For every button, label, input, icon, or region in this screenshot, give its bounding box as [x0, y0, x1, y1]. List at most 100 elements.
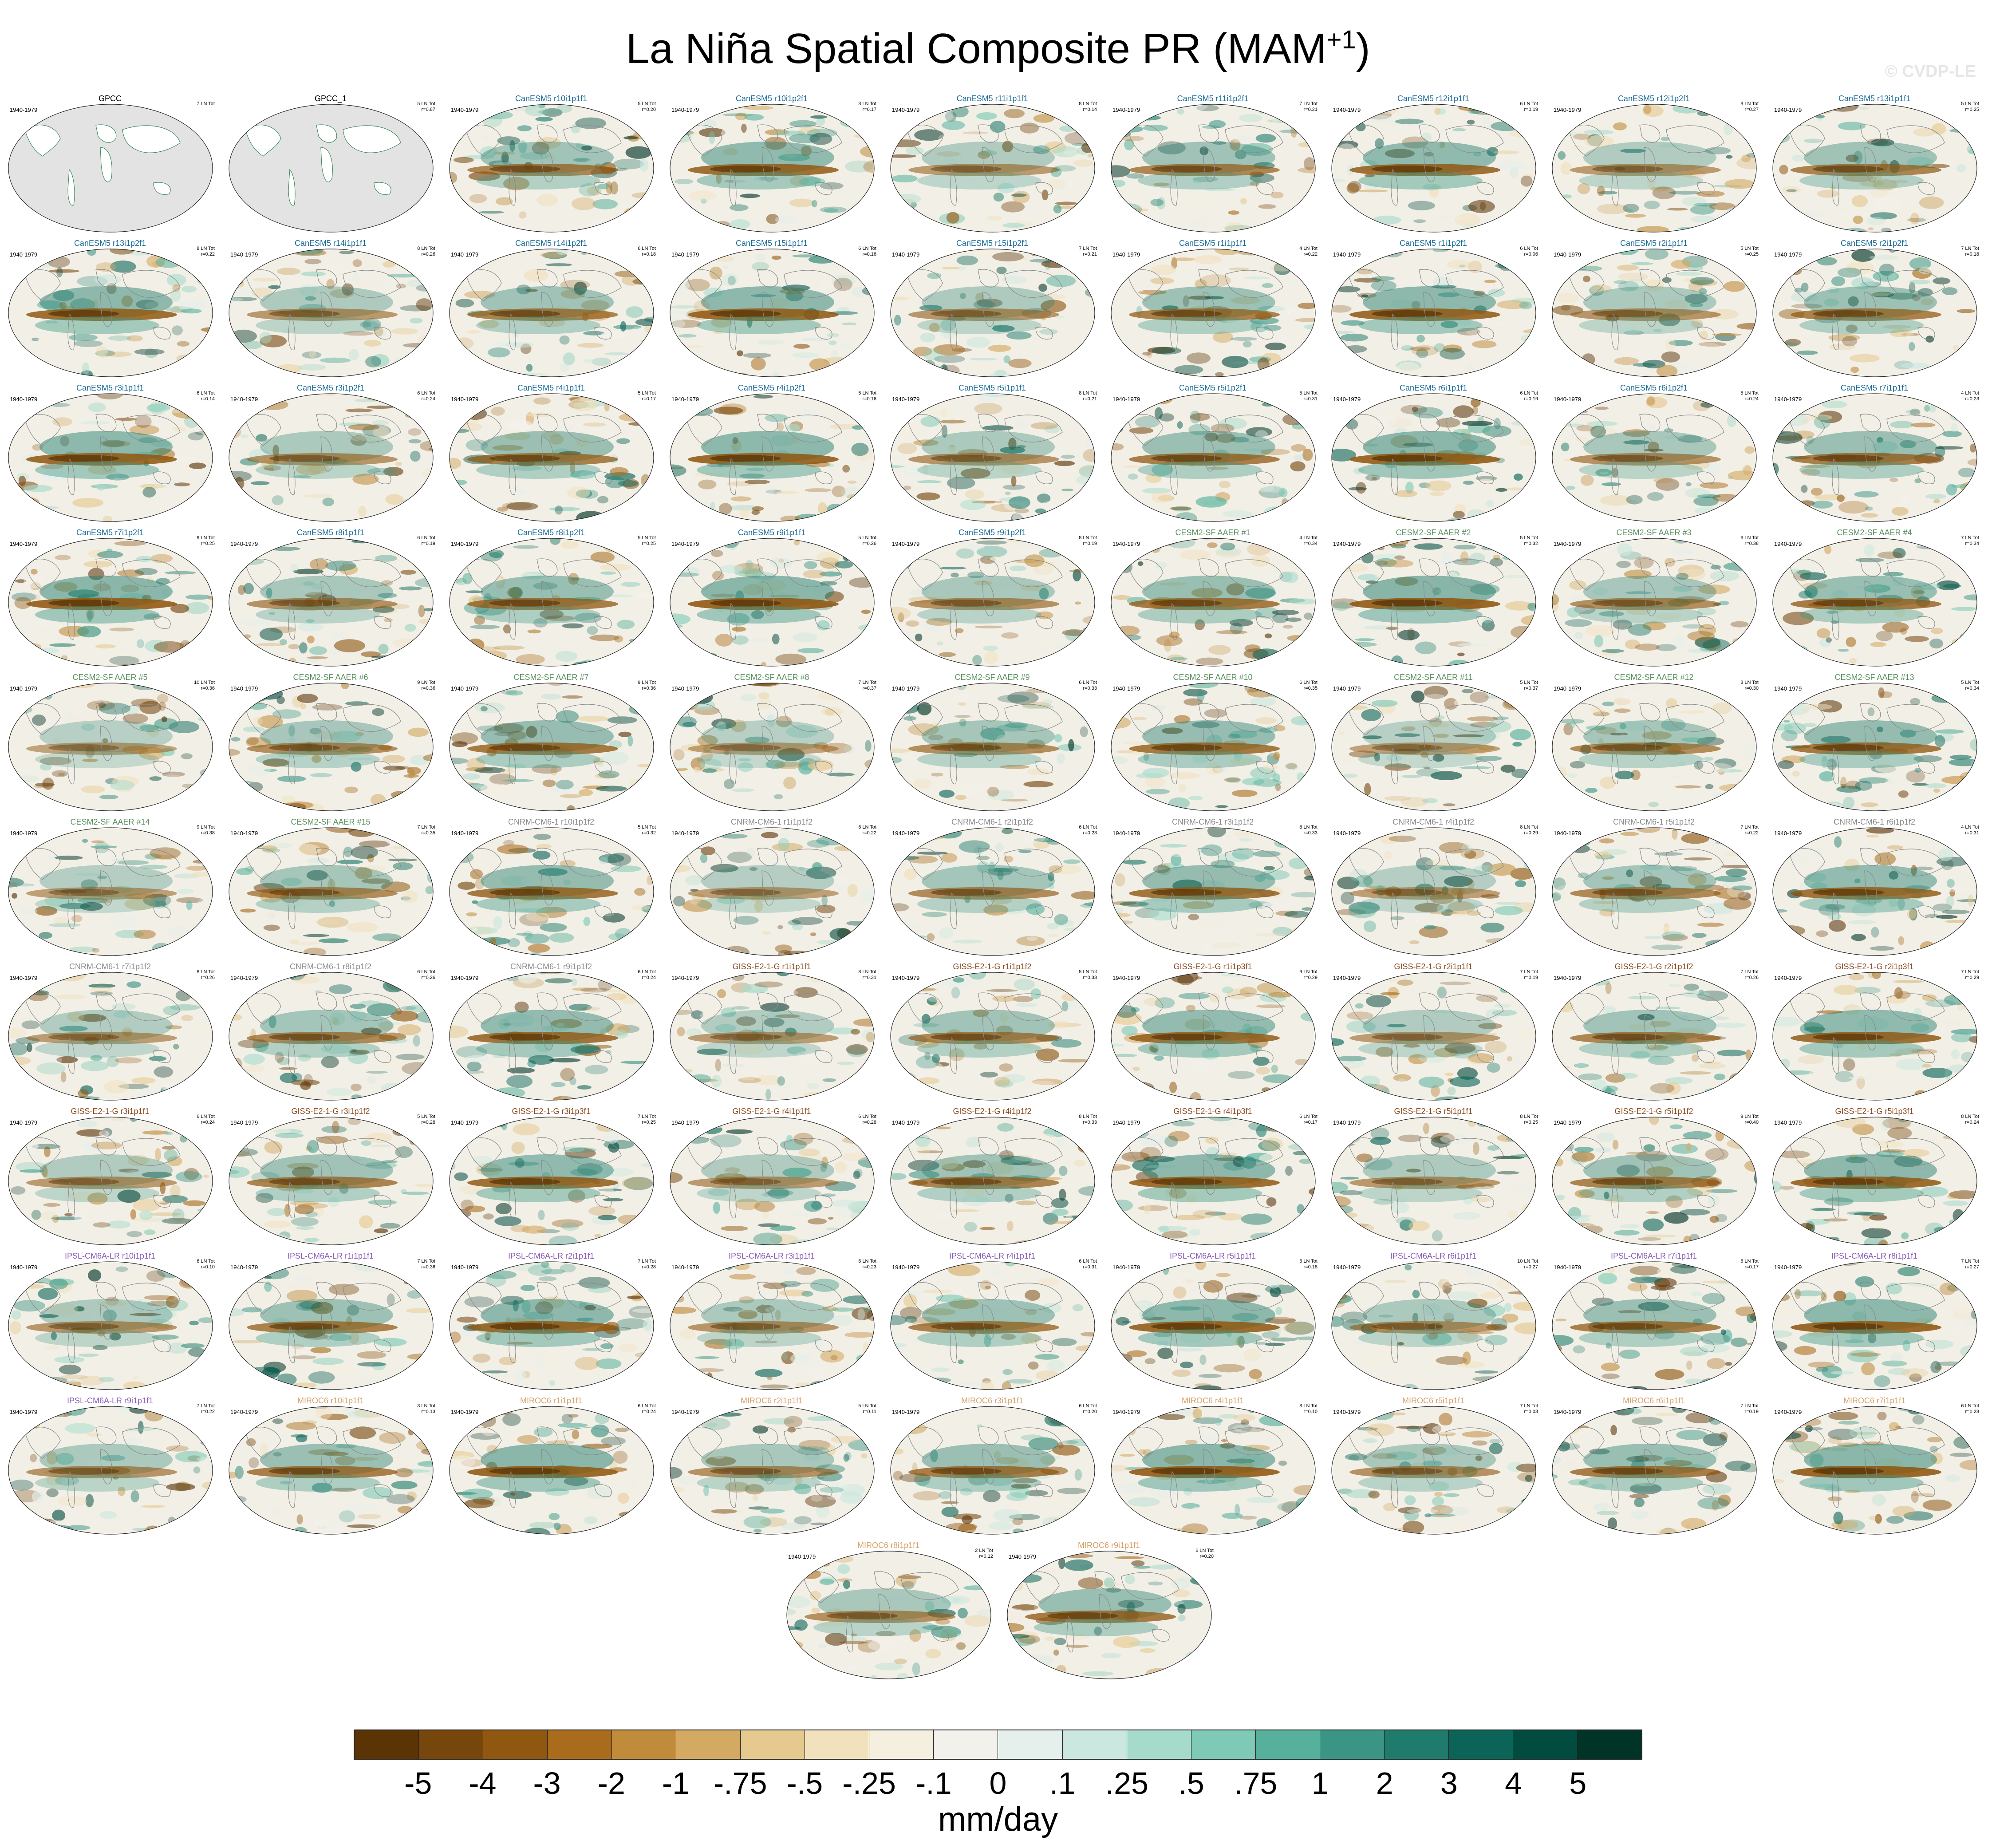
- panel-stats: 8 LN Tot r=0.17: [858, 101, 876, 113]
- map-panel: CanESM5 r15i1p2f1 1940-1979 7 LN Tot r=0.21: [886, 239, 1099, 381]
- panel-event-count: 6 LN Tot: [638, 1403, 656, 1409]
- panel-title: GISS-E2-1-G r3i1p1f2: [291, 1107, 370, 1116]
- composite-map: [890, 827, 1095, 956]
- composite-map: [1552, 538, 1757, 667]
- panel-years: 1940-1979: [451, 541, 479, 547]
- panel-pattern-correlation: r=0.32: [1524, 541, 1538, 546]
- panel-title: CESM2-SF AAER #6: [293, 673, 368, 682]
- panel-pattern-correlation: r=0.16: [862, 396, 877, 402]
- colorbar-tick-label: .75: [1234, 1766, 1278, 1801]
- panel-event-count: 7 LN Tot: [858, 680, 876, 685]
- panel-years: 1940-1979: [1112, 685, 1140, 692]
- panel-stats: 4 LN Tot r=0.34: [1299, 535, 1318, 547]
- panel-title: GISS-E2-1-G r4i1p3f1: [1173, 1107, 1252, 1116]
- panel-pattern-correlation: r=0.29: [1965, 975, 1980, 980]
- panel-event-count: 7 LN Tot: [1079, 246, 1097, 251]
- colorbar-tick-label: -3: [533, 1766, 561, 1801]
- panel-stats: 7 LN Tot r=0.21: [1299, 101, 1318, 113]
- panel-years: 1940-1979: [892, 1409, 920, 1415]
- panel-stats: 7 LN Tot r=0.28: [638, 1259, 656, 1270]
- composite-map: [449, 104, 654, 233]
- map-panel: CanESM5 r1i1p2f1 1940-1979 6 LN Tot r=0.06: [1327, 239, 1540, 381]
- panel-stats: 8 LN Tot r=0.26: [417, 246, 435, 257]
- map-panel: CanESM5 r1i1p1f1 1940-1979 4 LN Tot r=0.22: [1106, 239, 1319, 381]
- composite-map: [670, 972, 875, 1101]
- panel-title: CESM2-SF AAER #3: [1616, 528, 1692, 537]
- composite-map: [8, 249, 213, 377]
- panel-title: CESM2-SF AAER #14: [70, 817, 150, 826]
- colorbar-tick-label: -4: [469, 1766, 497, 1801]
- composite-map: [670, 393, 875, 522]
- panel-event-count: 8 LN Tot: [1079, 535, 1097, 541]
- colorbar-swatch: [1062, 1730, 1127, 1759]
- panel-stats: 6 LN Tot r=0.24: [638, 969, 656, 981]
- panel-event-count: 8 LN Tot: [197, 246, 215, 251]
- composite-map: [229, 1117, 434, 1245]
- panel-pattern-correlation: r=0.22: [862, 830, 877, 836]
- colorbar-swatch: [612, 1730, 677, 1759]
- panel-pattern-correlation: r=0.18: [642, 252, 656, 257]
- panel-stats: 8 LN Tot r=0.30: [1740, 680, 1759, 691]
- panel-years: 1940-1979: [230, 251, 258, 258]
- panel-years: 1940-1979: [10, 107, 38, 113]
- title-superscript: +1: [1326, 25, 1356, 54]
- colorbar-swatch: [676, 1730, 741, 1759]
- map-panel: GISS-E2-1-G r4i1p3f1 1940-1979 6 LN Tot r=0…: [1106, 1107, 1319, 1249]
- colorbar-tick-label: -.25: [842, 1766, 896, 1801]
- panel-title: CNRM-CM6-1 r6i1p1f2: [1833, 817, 1916, 826]
- colorbar-tick-label: -.5: [786, 1766, 823, 1801]
- map-panel: CESM2-SF AAER #1 1940-1979 4 LN Tot r=0.34: [1106, 528, 1319, 670]
- panel-event-count: 5 LN Tot: [1961, 680, 1979, 685]
- colorbar-swatch: [1255, 1730, 1320, 1759]
- composite-map: [1331, 249, 1536, 377]
- panel-stats: 5 LN Tot r=0.25: [638, 535, 656, 547]
- panel-stats: 7 LN Tot r=0.37: [858, 680, 876, 691]
- map-panel: CESM2-SF AAER #3 1940-1979 6 LN Tot r=0.38: [1547, 528, 1760, 670]
- panel-pattern-correlation: r=0.22: [1303, 252, 1318, 257]
- map-panel: CanESM5 r10i1p2f1 1940-1979 8 LN Tot r=0.17: [665, 94, 878, 236]
- panel-years: 1940-1979: [451, 830, 479, 837]
- colorbar-tick-label: -2: [597, 1766, 625, 1801]
- panel-stats: 5 LN Tot r=0.34: [1961, 680, 1979, 691]
- panel-title: CESM2-SF AAER #1: [1175, 528, 1250, 537]
- panel-stats: 6 LN Tot r=0.35: [1299, 680, 1318, 691]
- panel-stats: 9 LN Tot r=0.29: [1299, 969, 1318, 981]
- panel-title: GISS-E2-1-G r3i1p1f1: [71, 1107, 150, 1116]
- panel-years: 1940-1979: [1774, 396, 1802, 403]
- panel-years: 1940-1979: [230, 1409, 258, 1415]
- panel-years: 1940-1979: [230, 396, 258, 403]
- composite-map: [670, 249, 875, 377]
- panel-pattern-correlation: r=0.19: [1083, 541, 1097, 546]
- panel-pattern-correlation: r=0.21: [1083, 252, 1097, 257]
- composite-map: [449, 1406, 654, 1535]
- panel-pattern-correlation: r=0.22: [201, 252, 215, 257]
- composite-map: [8, 538, 213, 667]
- panel-event-count: 3 LN Tot: [417, 1403, 435, 1409]
- composite-map: [1111, 393, 1316, 522]
- panel-title: CNRM-CM6-1 r10i1p1f2: [508, 817, 595, 826]
- panel-pattern-correlation: r=0.36: [421, 1264, 436, 1270]
- panel-years: 1940-1979: [1554, 1119, 1582, 1126]
- panel-years: 1940-1979: [671, 685, 699, 692]
- panel-title: CanESM5 r8i1p1f1: [296, 528, 365, 537]
- panel-title: CanESM5 r8i1p2f1: [517, 528, 585, 537]
- colorbar-tick-label: -5: [404, 1766, 432, 1801]
- panel-years: 1940-1979: [1774, 1119, 1802, 1126]
- panel-event-count: 4 LN Tot: [1299, 535, 1318, 541]
- colorbar-swatch: [805, 1730, 870, 1759]
- map-panel: CanESM5 r3i1p1f1 1940-1979 6 LN Tot r=0.14: [4, 383, 217, 525]
- panel-title: CanESM5 r2i1p2f1: [1840, 239, 1909, 248]
- map-panel: CanESM5 r14i1p2f1 1940-1979 6 LN Tot r=0.18: [445, 239, 658, 381]
- panel-years: 1940-1979: [1774, 685, 1802, 692]
- composite-map: [8, 1261, 213, 1390]
- map-panel: CanESM5 r8i1p2f1 1940-1979 5 LN Tot r=0.25: [445, 528, 658, 670]
- panel-title: GISS-E2-1-G r4i1p1f1: [732, 1107, 811, 1116]
- panel-pattern-correlation: r=0.30: [1744, 686, 1759, 691]
- panel-stats: 7 LN Tot r=0.36: [417, 1259, 435, 1270]
- panel-event-count: 9 LN Tot: [417, 680, 435, 685]
- panel-title: CanESM5 r15i1p2f1: [956, 239, 1029, 248]
- panel-event-count: 6 LN Tot: [197, 1114, 215, 1119]
- panel-title: CNRM-CM6-1 r7i1p1f2: [69, 962, 151, 971]
- panel-pattern-correlation: r=0.38: [1744, 541, 1759, 546]
- map-panel: CanESM5 r11i1p2f1 1940-1979 7 LN Tot r=0.21: [1106, 94, 1319, 236]
